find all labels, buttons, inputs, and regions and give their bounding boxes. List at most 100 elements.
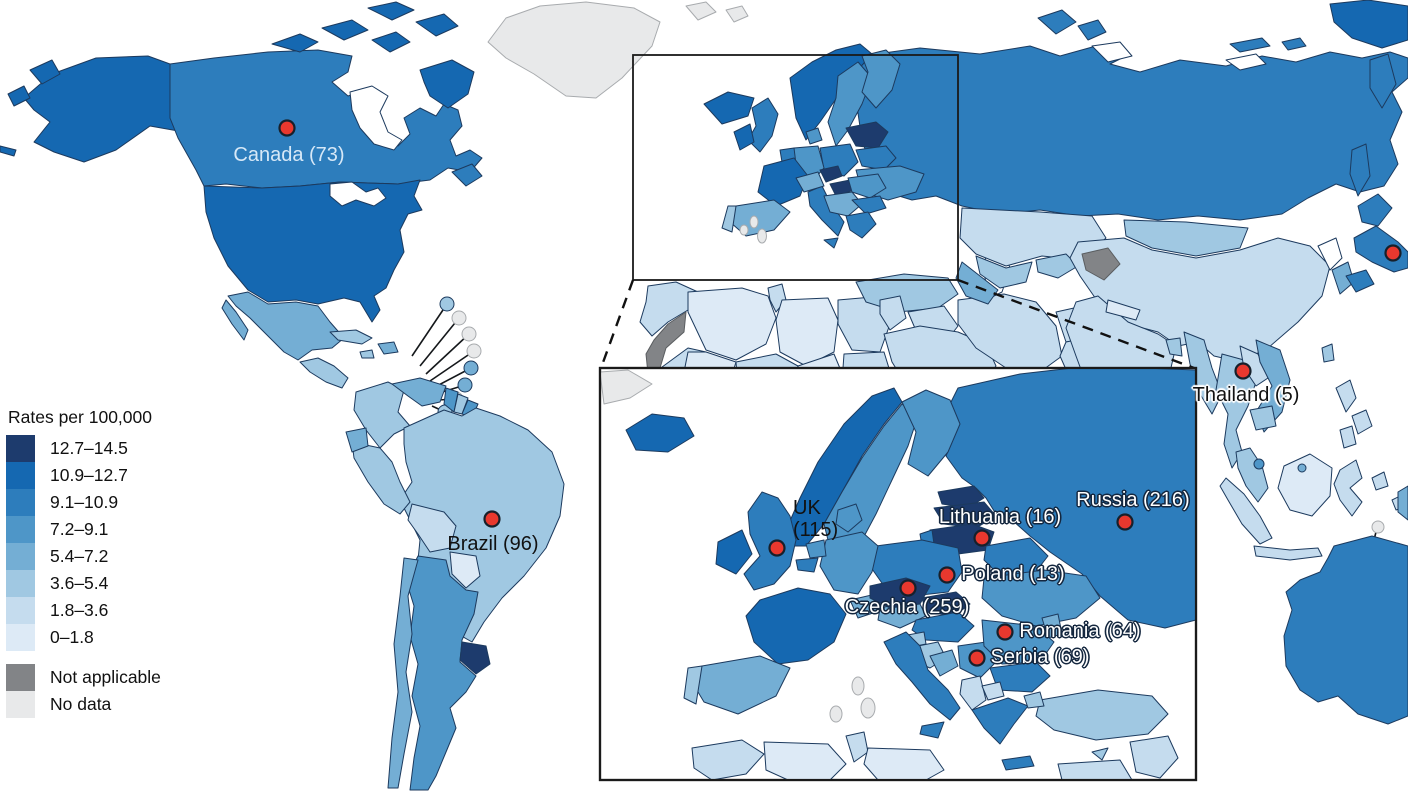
russia-marker-dot bbox=[1116, 513, 1134, 531]
legend-item: 9.1–10.9 bbox=[6, 489, 161, 516]
legend-item-not-applicable: Not applicable bbox=[6, 664, 161, 691]
mexico bbox=[227, 291, 345, 361]
hudson-bay bbox=[349, 85, 403, 151]
russia-label: Russia (216) bbox=[1076, 489, 1190, 511]
argentina bbox=[405, 555, 479, 791]
taiwan bbox=[1321, 343, 1335, 363]
legend-swatch bbox=[6, 435, 35, 462]
legend-swatch bbox=[6, 624, 35, 651]
thailand-marker-dot bbox=[1234, 362, 1252, 380]
romania-marker-dot bbox=[996, 623, 1014, 641]
site-markers bbox=[278, 119, 1402, 667]
brazil-marker-dot bbox=[483, 510, 501, 528]
central-america bbox=[299, 357, 349, 389]
ireland-inset bbox=[715, 529, 753, 575]
legend-swatch bbox=[6, 570, 35, 597]
baltics-main bbox=[845, 121, 889, 149]
legend-title: Rates per 100,000 bbox=[8, 407, 152, 427]
russia-and-asia bbox=[855, 0, 1408, 725]
finland-inset bbox=[901, 389, 961, 477]
brazil-label: Brazil (96) bbox=[447, 533, 539, 555]
japan bbox=[1357, 193, 1393, 227]
mongolia bbox=[1123, 219, 1249, 257]
sulawesi bbox=[1333, 459, 1363, 517]
legend-item: 0–1.8 bbox=[6, 624, 161, 651]
germany-inset bbox=[819, 531, 879, 595]
france-main bbox=[757, 157, 809, 207]
czechia-marker-dot bbox=[899, 579, 917, 597]
poland-marker-dot bbox=[938, 566, 956, 584]
legend-swatch bbox=[6, 489, 35, 516]
serbia-marker-dot bbox=[968, 649, 986, 667]
australia bbox=[1283, 535, 1408, 725]
turkey-inset bbox=[1035, 689, 1169, 741]
uruguay bbox=[459, 641, 491, 675]
legend-swatch bbox=[6, 691, 35, 718]
legend-swatch bbox=[6, 462, 35, 489]
cambodia bbox=[1249, 405, 1277, 431]
legend: Rates per 100,000 12.7–14.5 10.9–12.7 9.… bbox=[6, 407, 161, 718]
venezuela bbox=[391, 377, 447, 407]
cuba bbox=[329, 329, 373, 345]
uk-inset bbox=[743, 491, 797, 591]
inset-connector-right bbox=[957, 278, 1195, 370]
south-america bbox=[345, 377, 565, 791]
philippines bbox=[1335, 379, 1357, 413]
north-america bbox=[0, 1, 749, 389]
iran bbox=[957, 293, 1063, 373]
slovakia-inset bbox=[921, 591, 971, 617]
western-sahara bbox=[645, 311, 687, 375]
uk-marker-dot bbox=[768, 539, 786, 557]
legend-swatch bbox=[6, 543, 35, 570]
ukraine-inset bbox=[981, 569, 1101, 627]
czechia-label: Czechia (259) bbox=[844, 596, 970, 618]
russia bbox=[855, 45, 1408, 221]
europe-locator-rect bbox=[632, 54, 959, 281]
sakhalin bbox=[1349, 143, 1371, 197]
serbia-label: Serbia (69) bbox=[990, 646, 1090, 668]
greece-inset bbox=[971, 697, 1029, 745]
russia-inset bbox=[945, 368, 1196, 629]
uk-main bbox=[747, 97, 779, 153]
europe-main bbox=[703, 43, 925, 249]
lithuania-label: Lithuania (16) bbox=[938, 506, 1062, 528]
iceland-inset bbox=[625, 413, 695, 453]
legend-swatch bbox=[6, 664, 35, 691]
legend-item-no-data: No data bbox=[6, 691, 161, 718]
paraguay bbox=[449, 551, 481, 589]
italy-inset bbox=[883, 631, 961, 721]
kamchatka bbox=[1369, 53, 1397, 109]
alaska bbox=[23, 55, 199, 163]
hungary-inset bbox=[911, 611, 975, 643]
iceland-main bbox=[703, 91, 755, 125]
romania-label: Romania (64) bbox=[1019, 620, 1141, 642]
lithuania-marker-dot bbox=[973, 529, 991, 547]
chile bbox=[387, 557, 419, 789]
legend-item: 7.2–9.1 bbox=[6, 516, 161, 543]
czechia-main bbox=[819, 165, 843, 183]
sumatra bbox=[1219, 477, 1273, 545]
thailand-label: Thailand (5) bbox=[1192, 384, 1300, 406]
borneo bbox=[1277, 453, 1333, 517]
inset-connector-left bbox=[599, 279, 635, 369]
norway-inset bbox=[785, 387, 903, 547]
poland-label: Poland (13) bbox=[961, 563, 1065, 585]
italy-main bbox=[807, 185, 845, 237]
legend-item: 5.4–7.2 bbox=[6, 543, 161, 570]
legend-swatch bbox=[6, 597, 35, 624]
latvia-inset bbox=[933, 501, 997, 529]
europe-inset-map bbox=[600, 368, 1196, 780]
canada-marker-dot bbox=[278, 119, 296, 137]
kashmir bbox=[1081, 247, 1121, 281]
north-korea bbox=[1317, 237, 1343, 271]
japan-marker-dot bbox=[1384, 244, 1402, 262]
malay-peninsula bbox=[1235, 447, 1269, 503]
canada-label: Canada (73) bbox=[233, 144, 345, 166]
legend-item: 10.9–12.7 bbox=[6, 462, 161, 489]
legend-item: 3.6–5.4 bbox=[6, 570, 161, 597]
legend-swatch bbox=[6, 516, 35, 543]
greenland bbox=[487, 1, 661, 99]
great-lakes bbox=[329, 181, 387, 207]
